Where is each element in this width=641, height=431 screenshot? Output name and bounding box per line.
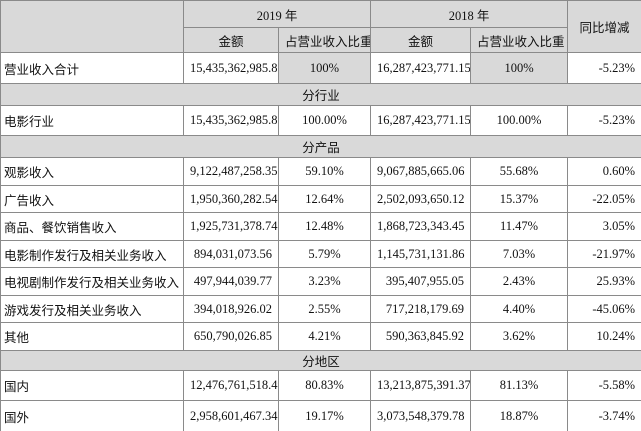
table-row: 电视剧制作发行及相关业务收入 497,944,039.77 3.23% 395,407… [0, 267, 641, 296]
section-header: 分地区 [0, 350, 641, 371]
table-row: 分行业 [0, 83, 641, 106]
cell-value: 15,435,362,985.83 [183, 105, 279, 136]
cell-value: 19.17% [277, 400, 372, 431]
cell-value: 0.60% [567, 157, 641, 186]
cell-value: 1,925,731,378.74 [183, 212, 279, 241]
cell-value: 100.00% [470, 105, 569, 136]
table-row: 观影收入 9,122,487,258.35 59.10% 9,067,885,665.… [0, 157, 641, 186]
cell-value: 2.55% [277, 295, 372, 323]
cell-value: -45.06% [567, 295, 641, 323]
table-row: 国内 12,476,761,518.49 80.83% 13,213,875,391.… [0, 370, 641, 401]
cell-value: -5.23% [567, 105, 641, 136]
row-label: 广告收入 [0, 185, 184, 213]
cell-value: 4.40% [470, 295, 569, 323]
cell-value: 100% [277, 52, 372, 84]
cell-value: 1,145,731,131.86 [370, 240, 472, 268]
cell-value: -5.23% [567, 52, 641, 84]
cell-value: 9,122,487,258.35 [183, 157, 279, 186]
cell-value: 9,067,885,665.06 [370, 157, 472, 186]
cell-value: 81.13% [470, 370, 569, 401]
cell-value: 16,287,423,771.15 [370, 105, 472, 136]
cell-value: 10.24% [567, 322, 641, 351]
column-header: 占营业收入比重 [277, 27, 372, 53]
table-row: 分产品 [0, 135, 641, 158]
table-row: 广告收入 1,950,360,282.54 12.64% 2,502,093,650.… [0, 185, 641, 213]
cell-value: 80.83% [277, 370, 372, 401]
cell-value: -3.74% [567, 400, 641, 431]
cell-value: 2,502,093,650.12 [370, 185, 472, 213]
cell-value: 59.10% [277, 157, 372, 186]
cell-value: 394,018,926.02 [183, 295, 279, 323]
column-header: 占营业收入比重 [470, 27, 569, 53]
corner-cell [0, 0, 184, 53]
year-header: 2019 年 [182, 0, 372, 28]
cell-value: 25.93% [567, 267, 641, 296]
cell-value: -5.58% [567, 370, 641, 401]
row-label: 观影收入 [0, 157, 184, 186]
column-header: 金额 [183, 27, 279, 53]
table-row: 营业收入合计 15,435,362,985.83 100% 16,287,423,77… [0, 52, 641, 84]
row-label: 电视剧制作发行及相关业务收入 [0, 267, 184, 296]
row-label: 游戏发行及相关业务收入 [0, 295, 184, 323]
cell-value: 100.00% [277, 105, 372, 136]
table-row: 游戏发行及相关业务收入 394,018,926.02 2.55% 717,218,17… [0, 295, 641, 323]
cell-value: 497,944,039.77 [183, 267, 279, 296]
cell-value: 5.79% [277, 240, 372, 268]
row-label: 其他 [0, 322, 184, 351]
cell-value: -22.05% [567, 185, 641, 213]
cell-value: 13,213,875,391.37 [370, 370, 472, 401]
table-row: 电影行业 15,435,362,985.83 100.00% 16,287,423,7… [0, 105, 641, 136]
table-row: 其他 650,790,026.85 4.21% 590,363,845.92 3.62%… [0, 322, 641, 351]
cell-value: 3.23% [277, 267, 372, 296]
cell-value: 100% [470, 52, 569, 84]
row-label: 电影制作发行及相关业务收入 [0, 240, 184, 268]
cell-value: 1,950,360,282.54 [183, 185, 279, 213]
cell-value: 4.21% [277, 322, 372, 351]
cell-value: 650,790,026.85 [183, 322, 279, 351]
yoy-header: 同比增减 [567, 0, 641, 53]
cell-value: 3,073,548,379.78 [370, 400, 472, 431]
row-label: 电影行业 [0, 105, 184, 136]
cell-value: 2.43% [470, 267, 569, 296]
table-row: 金额 占营业收入比重 金额 占营业收入比重 [1, 27, 641, 53]
cell-value: 3.62% [470, 322, 569, 351]
cell-value: 7.03% [470, 240, 569, 268]
cell-value: -21.97% [567, 240, 641, 268]
cell-value: 590,363,845.92 [370, 322, 472, 351]
table-row: 2019 年 2018 年同比增减 [0, 0, 641, 53]
row-label: 营业收入合计 [0, 52, 184, 84]
cell-value: 11.47% [470, 212, 569, 241]
cell-value: 395,407,955.05 [370, 267, 472, 296]
section-header: 分行业 [0, 83, 641, 106]
row-label: 国外 [0, 400, 184, 431]
table-row: 电影制作发行及相关业务收入 894,031,073.56 5.79% 1,145,73… [0, 240, 641, 268]
table-row: 分地区 [0, 350, 641, 371]
cell-value: 894,031,073.56 [183, 240, 279, 268]
table-row: 商品、餐饮销售收入 1,925,731,378.74 12.48% 1,868,723… [0, 212, 641, 241]
cell-value: 16,287,423,771.15 [370, 52, 472, 84]
cell-value: 15,435,362,985.83 [183, 52, 279, 84]
cell-value: 2,958,601,467.34 [183, 400, 279, 431]
year-header: 2018 年 [370, 0, 569, 28]
row-label: 商品、餐饮销售收入 [0, 212, 184, 241]
cell-value: 55.68% [470, 157, 569, 186]
cell-value: 15.37% [470, 185, 569, 213]
cell-value: 12.48% [277, 212, 372, 241]
column-header: 金额 [370, 27, 472, 53]
row-label: 国内 [0, 370, 184, 401]
section-header: 分产品 [0, 135, 641, 158]
cell-value: 12.64% [277, 185, 372, 213]
cell-value: 717,218,179.69 [370, 295, 472, 323]
cell-value: 1,868,723,343.45 [370, 212, 472, 241]
cell-value: 12,476,761,518.49 [183, 370, 279, 401]
cell-value: 3.05% [567, 212, 641, 241]
table-row: 国外 2,958,601,467.34 19.17% 3,073,548,379.78… [0, 400, 641, 431]
cell-value: 18.87% [470, 400, 569, 431]
